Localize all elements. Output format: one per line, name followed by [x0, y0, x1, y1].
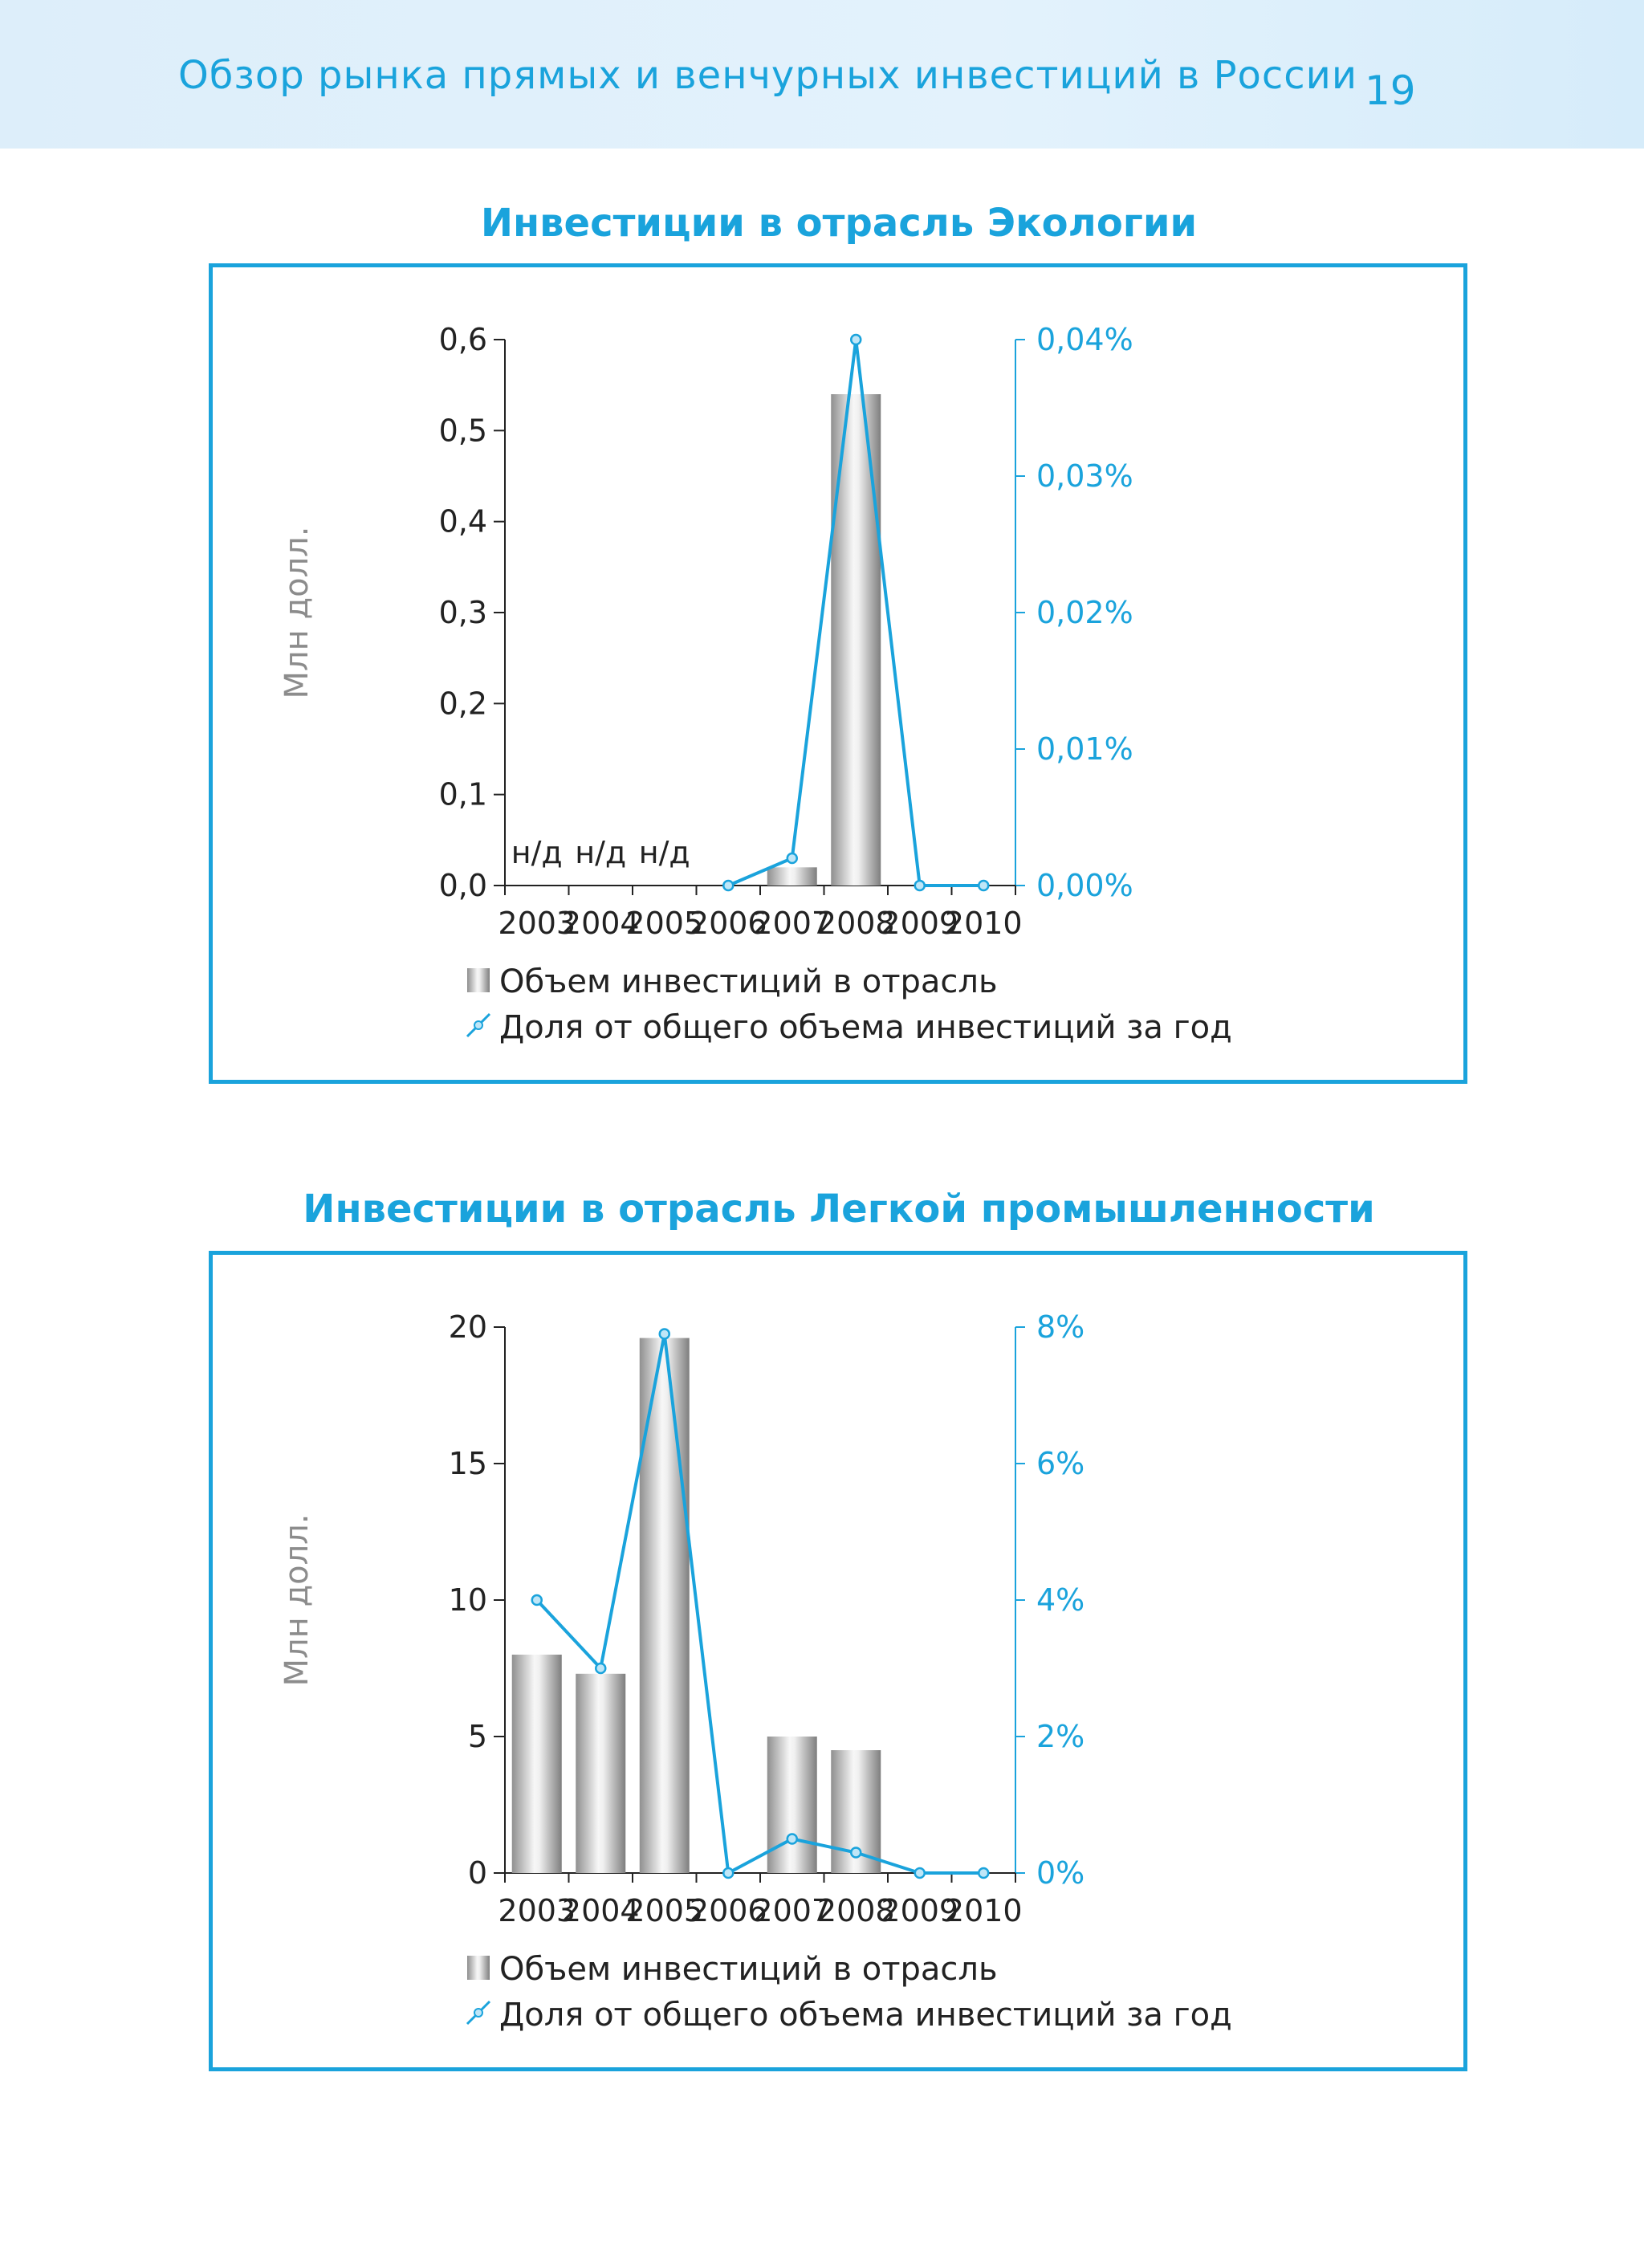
right-tick-label: 8%	[1036, 1309, 1084, 1345]
right-tick-label: 4%	[1036, 1582, 1084, 1618]
share-point-2007	[786, 1833, 798, 1845]
legend-item-line: Доля от общего объема инвестиций за год	[466, 1997, 1232, 2034]
share-point-2005	[658, 1328, 670, 1340]
x-tick-label: 2007	[753, 1893, 831, 1928]
share-point-2010	[978, 879, 990, 892]
legend-item-bar: Объем инвестиций в отрасль	[467, 963, 998, 1000]
right-tick-label: 2%	[1036, 1719, 1084, 1754]
left-tick-label: 0	[468, 1855, 487, 1891]
share-point-2010	[978, 1867, 990, 1879]
left-tick-label: 20	[449, 1309, 487, 1345]
header-title: Обзор рынка прямых и венчурных инвестици…	[178, 53, 1358, 98]
left-tick-label: 10	[449, 1582, 487, 1618]
bar-2008	[831, 394, 881, 886]
x-tick-label: 2006	[690, 1893, 767, 1928]
legend-item-bar: Объем инвестиций в отрасль	[467, 1951, 998, 1988]
share-point-2009	[914, 879, 926, 892]
legend-bar-swatch	[467, 1956, 490, 1980]
x-tick-label: 2009	[881, 906, 958, 941]
left-tick-label: 0,6	[439, 322, 487, 357]
bar-2004	[576, 1673, 626, 1873]
share-point-2008	[850, 1847, 862, 1859]
chart-2-svg: 051015200%2%4%6%8%2003200420052006200720…	[279, 1309, 1232, 2034]
no-data-label: н/д	[639, 835, 690, 870]
no-data-label: н/д	[575, 835, 626, 870]
left-tick-label: 0,1	[439, 777, 487, 812]
x-tick-label: 2004	[562, 906, 640, 941]
legend-line-label: Доля от общего объема инвестиций за год	[499, 1997, 1232, 2034]
share-point-2007	[786, 852, 798, 865]
x-tick-label: 2008	[817, 906, 895, 941]
right-tick-label: 0,01%	[1036, 731, 1133, 767]
y-axis-title: Млн долл.	[279, 527, 315, 699]
right-tick-label: 0,04%	[1036, 322, 1133, 357]
left-tick-label: 0,0	[439, 868, 487, 903]
page-header: Обзор рынка прямых и венчурных инвестици…	[0, 0, 1644, 149]
right-tick-label: 0,00%	[1036, 868, 1133, 903]
share-point-2009	[914, 1867, 926, 1879]
left-tick-label: 5	[468, 1719, 487, 1754]
x-tick-label: 2005	[625, 906, 703, 941]
chart-2-title: Инвестиции в отрасль Легкой промышленнос…	[303, 1187, 1375, 1232]
no-data-label: н/д	[511, 835, 563, 870]
x-tick-label: 2005	[625, 1893, 703, 1928]
left-tick-label: 0,3	[439, 595, 487, 630]
share-point-2008	[850, 333, 862, 346]
x-tick-label: 2008	[817, 1893, 895, 1928]
bar-2007	[767, 867, 817, 886]
left-tick-label: 0,5	[439, 413, 487, 448]
right-tick-label: 0%	[1036, 1855, 1084, 1891]
share-point-2006	[722, 879, 735, 892]
left-tick-label: 0,4	[439, 504, 487, 540]
chart-1-title: Инвестиции в отрасль Экологии	[480, 201, 1198, 246]
right-tick-label: 6%	[1036, 1446, 1084, 1481]
legend-bar-swatch	[467, 968, 490, 992]
right-tick-label: 0,03%	[1036, 458, 1133, 494]
chart-1-svg: 0,0 0,1 0,2 0,3 0,4 0,5 0,6 0,00% 0,01% 0,02% 0,03…	[279, 322, 1232, 1046]
x-tick-label: 2009	[881, 1893, 958, 1928]
legend-item-line: Доля от общего объема инвестиций за год	[466, 1009, 1232, 1046]
legend-bar-label: Объем инвестиций в отрасль	[499, 963, 998, 1000]
legend-line-marker	[474, 1020, 483, 1030]
legend-line-marker	[474, 2008, 483, 2018]
share-point-2003	[531, 1594, 543, 1606]
x-tick-label: 2006	[690, 906, 767, 941]
x-tick-label: 2010	[945, 1893, 1023, 1928]
x-tick-label: 2010	[945, 906, 1023, 941]
chart-1-frame: 0,0 0,1 0,2 0,3 0,4 0,5 0,6 0,00% 0,01% 0,02% 0,03…	[209, 263, 1467, 1084]
chart-2-frame: 0 5 10 15 20 0% 2% 4% 6% 8% 2003 2004 2005 2006 2007 20…	[209, 1251, 1467, 2071]
page-number: 19	[1365, 67, 1416, 114]
left-tick-label: 0,2	[439, 686, 487, 721]
x-tick-label: 2003	[498, 906, 576, 941]
bar-2007	[767, 1737, 817, 1873]
left-tick-label: 15	[449, 1446, 487, 1481]
legend-line-label: Доля от общего объема инвестиций за год	[499, 1009, 1232, 1046]
right-tick-label: 0,02%	[1036, 595, 1133, 630]
y-axis-title: Млн долл.	[279, 1514, 315, 1687]
share-point-2004	[595, 1662, 607, 1675]
x-tick-label: 2004	[562, 1893, 640, 1928]
share-point-2006	[722, 1867, 735, 1879]
bar-2003	[511, 1655, 562, 1873]
legend-bar-label: Объем инвестиций в отрасль	[499, 1951, 998, 1988]
share-line	[535, 1334, 984, 1876]
x-tick-label: 2007	[753, 906, 831, 941]
x-tick-label: 2003	[498, 1893, 576, 1928]
